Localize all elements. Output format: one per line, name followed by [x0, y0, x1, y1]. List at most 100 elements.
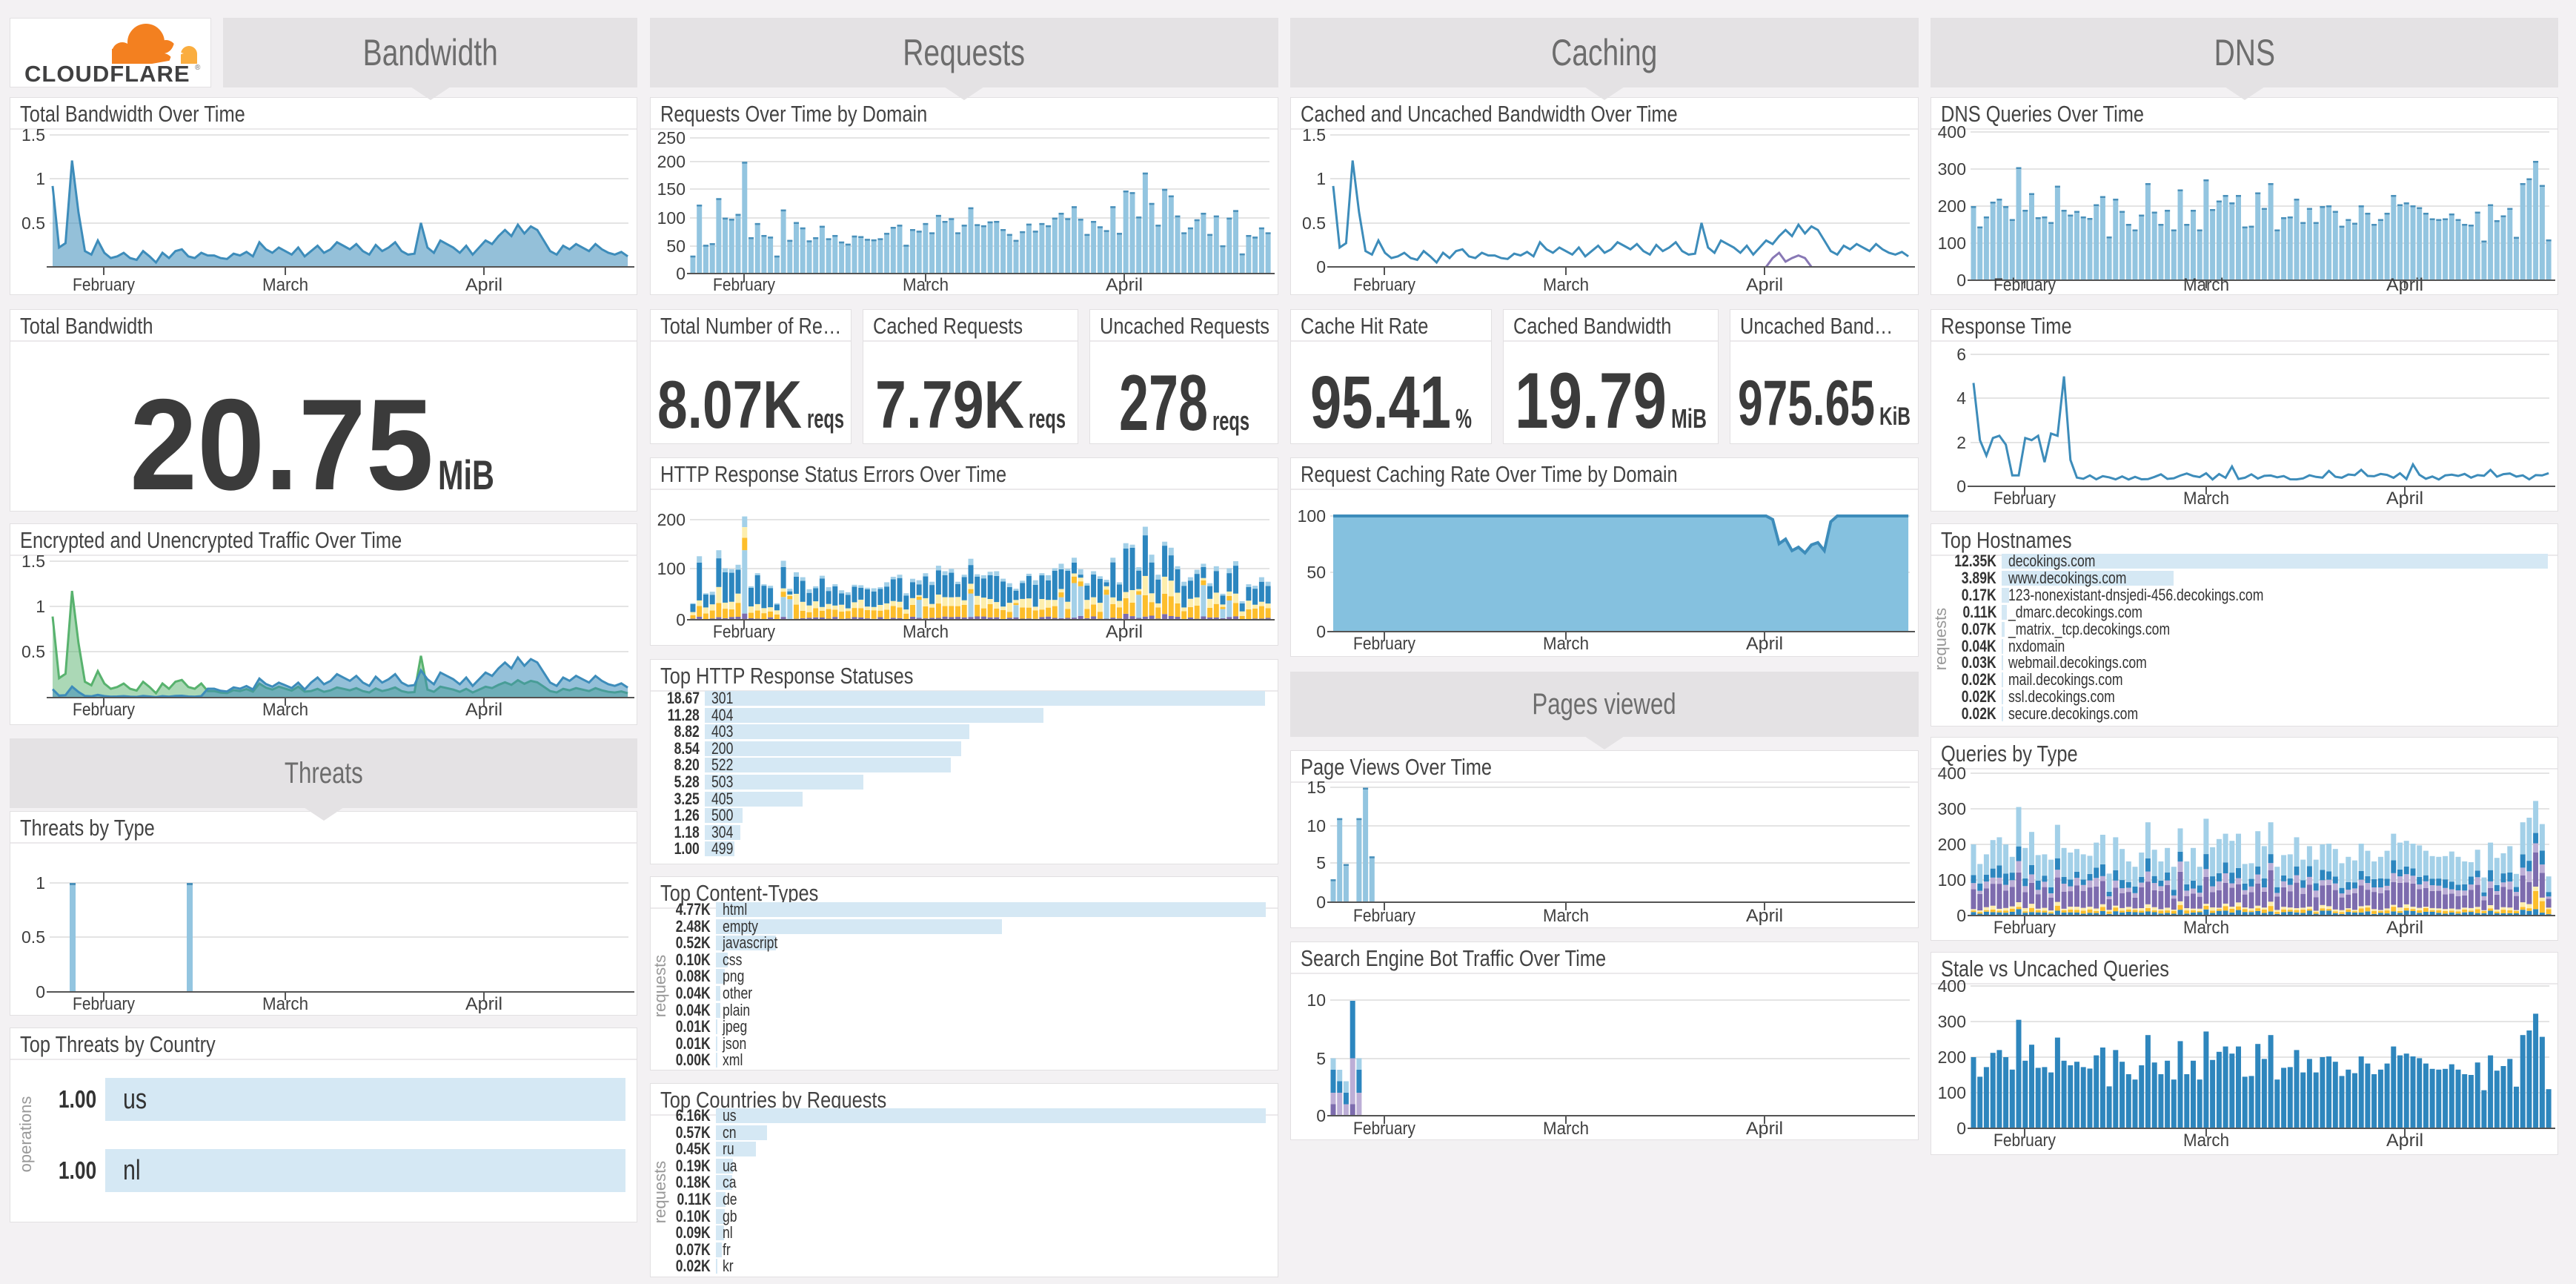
svg-text:100: 100	[657, 208, 686, 228]
svg-text:200: 200	[1938, 835, 1966, 854]
svg-text:95.41: 95.41	[1310, 361, 1451, 444]
svg-text:February: February	[73, 700, 135, 720]
svg-text:100: 100	[1298, 506, 1326, 526]
svg-text:March: March	[262, 700, 308, 720]
svg-text:March: March	[2183, 918, 2229, 938]
svg-text:250: 250	[657, 128, 686, 148]
svg-text:0: 0	[676, 610, 686, 629]
svg-text:February: February	[713, 622, 775, 642]
svg-text:200: 200	[657, 510, 686, 529]
svg-text:reqs: reqs	[807, 403, 844, 434]
svg-text:0: 0	[1316, 1106, 1326, 1125]
svg-text:April: April	[1746, 275, 1783, 294]
svg-text:February: February	[1353, 275, 1415, 294]
svg-text:March: March	[2183, 275, 2229, 294]
svg-text:%: %	[1455, 403, 1472, 434]
svg-text:March: March	[262, 275, 308, 294]
svg-text:400: 400	[1938, 124, 1966, 142]
svg-text:0: 0	[1956, 1119, 1966, 1138]
svg-text:February: February	[73, 275, 135, 294]
svg-text:0: 0	[1956, 477, 1966, 496]
svg-text:200: 200	[1938, 1048, 1966, 1067]
svg-text:April: April	[2386, 1131, 2423, 1151]
svg-text:1.5: 1.5	[21, 552, 45, 571]
svg-text:15: 15	[1307, 778, 1326, 797]
svg-text:0: 0	[676, 264, 686, 283]
svg-text:February: February	[73, 994, 135, 1014]
svg-text:®: ®	[195, 64, 201, 72]
svg-text:975.65: 975.65	[1738, 368, 1875, 439]
svg-text:April: April	[1746, 906, 1783, 926]
svg-text:April: April	[465, 700, 502, 720]
svg-text:0.5: 0.5	[21, 642, 45, 661]
svg-text:200: 200	[1938, 196, 1966, 216]
svg-text:1: 1	[36, 873, 45, 893]
svg-text:March: March	[1543, 634, 1589, 654]
svg-text:0: 0	[1316, 257, 1326, 277]
svg-text:March: March	[2183, 489, 2229, 509]
svg-text:March: March	[1543, 906, 1589, 926]
svg-text:100: 100	[1938, 1083, 1966, 1102]
svg-text:200: 200	[657, 152, 686, 171]
svg-text:MiB: MiB	[1671, 403, 1707, 434]
svg-text:100: 100	[657, 559, 686, 578]
svg-text:April: April	[465, 994, 502, 1014]
svg-text:10: 10	[1307, 990, 1326, 1010]
svg-text:100: 100	[1938, 234, 1966, 253]
svg-text:0.5: 0.5	[21, 214, 45, 233]
svg-text:February: February	[1994, 275, 2056, 294]
svg-text:2: 2	[1956, 433, 1966, 452]
svg-text:0.5: 0.5	[1302, 214, 1326, 233]
svg-text:0: 0	[1956, 271, 1966, 290]
svg-text:300: 300	[1938, 159, 1966, 179]
svg-text:February: February	[1353, 1119, 1415, 1139]
svg-text:1: 1	[36, 597, 45, 616]
svg-text:0: 0	[1316, 893, 1326, 912]
svg-text:April: April	[2386, 489, 2423, 509]
svg-text:reqs: reqs	[1029, 403, 1066, 434]
svg-text:8.07K: 8.07K	[657, 368, 802, 443]
svg-text:0: 0	[36, 982, 45, 1002]
svg-text:100: 100	[1938, 870, 1966, 890]
svg-text:March: March	[903, 622, 949, 642]
svg-text:February: February	[713, 275, 775, 294]
svg-text:50: 50	[666, 236, 686, 256]
svg-text:1.5: 1.5	[21, 125, 45, 145]
svg-text:February: February	[1994, 489, 2056, 509]
svg-text:150: 150	[657, 179, 686, 199]
svg-text:March: March	[2183, 1131, 2229, 1151]
svg-text:0: 0	[1956, 906, 1966, 925]
svg-text:0: 0	[1316, 622, 1326, 641]
svg-text:300: 300	[1938, 799, 1966, 818]
svg-text:19.79: 19.79	[1515, 356, 1667, 444]
svg-text:April: April	[465, 275, 502, 294]
svg-text:March: March	[1543, 1119, 1589, 1139]
svg-text:278: 278	[1119, 358, 1208, 444]
svg-text:1: 1	[1316, 169, 1326, 188]
svg-text:April: April	[2386, 275, 2423, 294]
svg-text:MiB: MiB	[438, 451, 494, 498]
svg-text:April: April	[1746, 634, 1783, 654]
svg-text:5: 5	[1316, 853, 1326, 873]
svg-text:March: March	[1543, 275, 1589, 294]
svg-text:400: 400	[1938, 979, 1966, 996]
svg-text:7.79K: 7.79K	[875, 368, 1024, 443]
svg-text:February: February	[1353, 634, 1415, 654]
svg-text:March: March	[903, 275, 949, 294]
svg-text:5: 5	[1316, 1049, 1326, 1068]
svg-text:April: April	[2386, 918, 2423, 938]
svg-text:KiB: KiB	[1879, 403, 1911, 431]
svg-text:50: 50	[1307, 563, 1326, 582]
svg-text:400: 400	[1938, 764, 1966, 783]
svg-text:February: February	[1994, 918, 2056, 938]
svg-text:1.5: 1.5	[1302, 125, 1326, 145]
svg-text:0.5: 0.5	[21, 927, 45, 947]
svg-text:20.75: 20.75	[130, 373, 434, 512]
svg-text:1: 1	[36, 169, 45, 188]
svg-text:April: April	[1746, 1119, 1783, 1139]
svg-text:March: March	[262, 994, 308, 1014]
svg-text:4: 4	[1956, 388, 1966, 408]
svg-text:April: April	[1106, 275, 1143, 294]
svg-text:6: 6	[1956, 345, 1966, 364]
svg-text:February: February	[1353, 906, 1415, 926]
